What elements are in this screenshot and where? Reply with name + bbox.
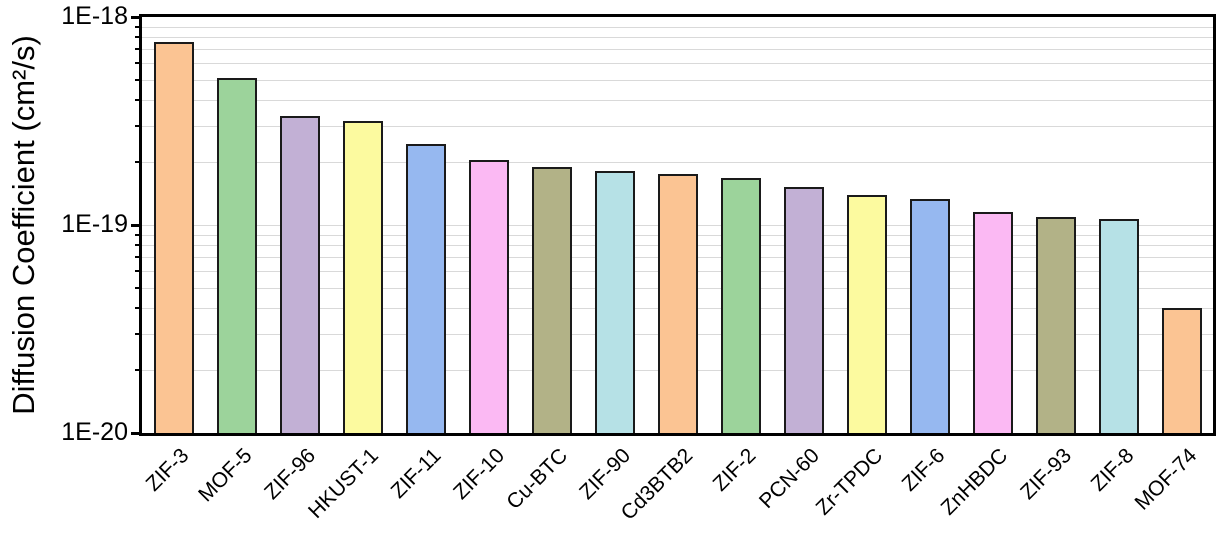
bar-ZIF-11 (405, 144, 446, 433)
y-minor-tick (135, 256, 140, 259)
bar-ZIF-90 (594, 170, 635, 433)
y-minor-tick (135, 48, 140, 51)
y-major-tick (131, 15, 140, 19)
x-tick-label-ZIF-11: ZIF-11 (386, 444, 446, 503)
y-minor-tick (135, 332, 140, 335)
y-axis-title: Diffusion Coefficient (cm²/s) (6, 35, 41, 415)
gridline (142, 63, 1213, 65)
x-tick-label-ZIF-90: ZIF-90 (574, 444, 635, 504)
x-tick-label-ZIF-6: ZIF-6 (898, 444, 950, 496)
x-tick-label-ZIF-3: ZIF-3 (142, 444, 194, 496)
y-minor-tick (135, 369, 140, 372)
y-major-tick (131, 223, 140, 227)
bar-PCN-60 (783, 187, 824, 433)
y-minor-tick (135, 25, 140, 28)
bar-ZnHBDC (972, 212, 1013, 433)
x-tick-label-MOF-5: MOF-5 (194, 444, 257, 507)
bar-ZIF-6 (909, 199, 950, 433)
gridline (142, 99, 1213, 101)
x-tick-label-ZIF-10: ZIF-10 (448, 444, 509, 504)
x-tick-label-Cu-BTC: Cu-BTC (501, 444, 572, 514)
x-tick-label-ZIF-93: ZIF-93 (1015, 444, 1076, 504)
bar-MOF-5 (216, 77, 257, 433)
gridline (142, 26, 1213, 28)
y-major-tick (131, 431, 140, 435)
x-tick-label-ZIF-2: ZIF-2 (709, 444, 761, 496)
x-tick-label-ZIF-8: ZIF-8 (1087, 444, 1139, 496)
y-minor-tick (135, 306, 140, 309)
y-minor-tick (135, 161, 140, 164)
y-tick-label: 1E-18 (61, 1, 128, 30)
bar-ZIF-93 (1035, 217, 1076, 433)
gridline (142, 49, 1213, 51)
bar-Zr-TPDC (846, 194, 887, 433)
y-tick-label: 1E-20 (61, 417, 128, 446)
bar-ZIF-10 (468, 160, 509, 433)
plot-area (139, 14, 1216, 436)
bar-ZIF-3 (153, 41, 194, 433)
y-minor-tick (135, 98, 140, 101)
y-minor-tick (135, 36, 140, 39)
y-minor-tick (135, 286, 140, 289)
x-tick-label-ZIF-96: ZIF-96 (259, 444, 320, 504)
bar-Cd3BTB2 (657, 173, 698, 433)
y-minor-tick (135, 62, 140, 65)
y-minor-tick (135, 124, 140, 127)
x-tick-label-Zr-TPDC: Zr-TPDC (811, 444, 887, 520)
bar-Cu-BTC (531, 167, 572, 433)
y-tick-label: 1E-19 (61, 209, 128, 238)
bar-ZIF-96 (279, 115, 320, 433)
y-minor-tick (135, 244, 140, 247)
gridline (142, 79, 1213, 81)
x-tick-label-MOF-74: MOF-74 (1131, 444, 1202, 515)
bar-ZIF-2 (720, 178, 761, 433)
gridline (142, 125, 1213, 127)
y-minor-tick (135, 233, 140, 236)
gridline (142, 162, 1213, 164)
bar-HKUST-1 (342, 121, 383, 433)
y-minor-tick (135, 270, 140, 273)
gridline (142, 37, 1213, 39)
y-minor-tick (135, 78, 140, 81)
bar-ZIF-8 (1098, 218, 1139, 433)
x-tick-label-ZnHBDC: ZnHBDC (937, 444, 1013, 520)
bar-MOF-74 (1161, 307, 1202, 433)
